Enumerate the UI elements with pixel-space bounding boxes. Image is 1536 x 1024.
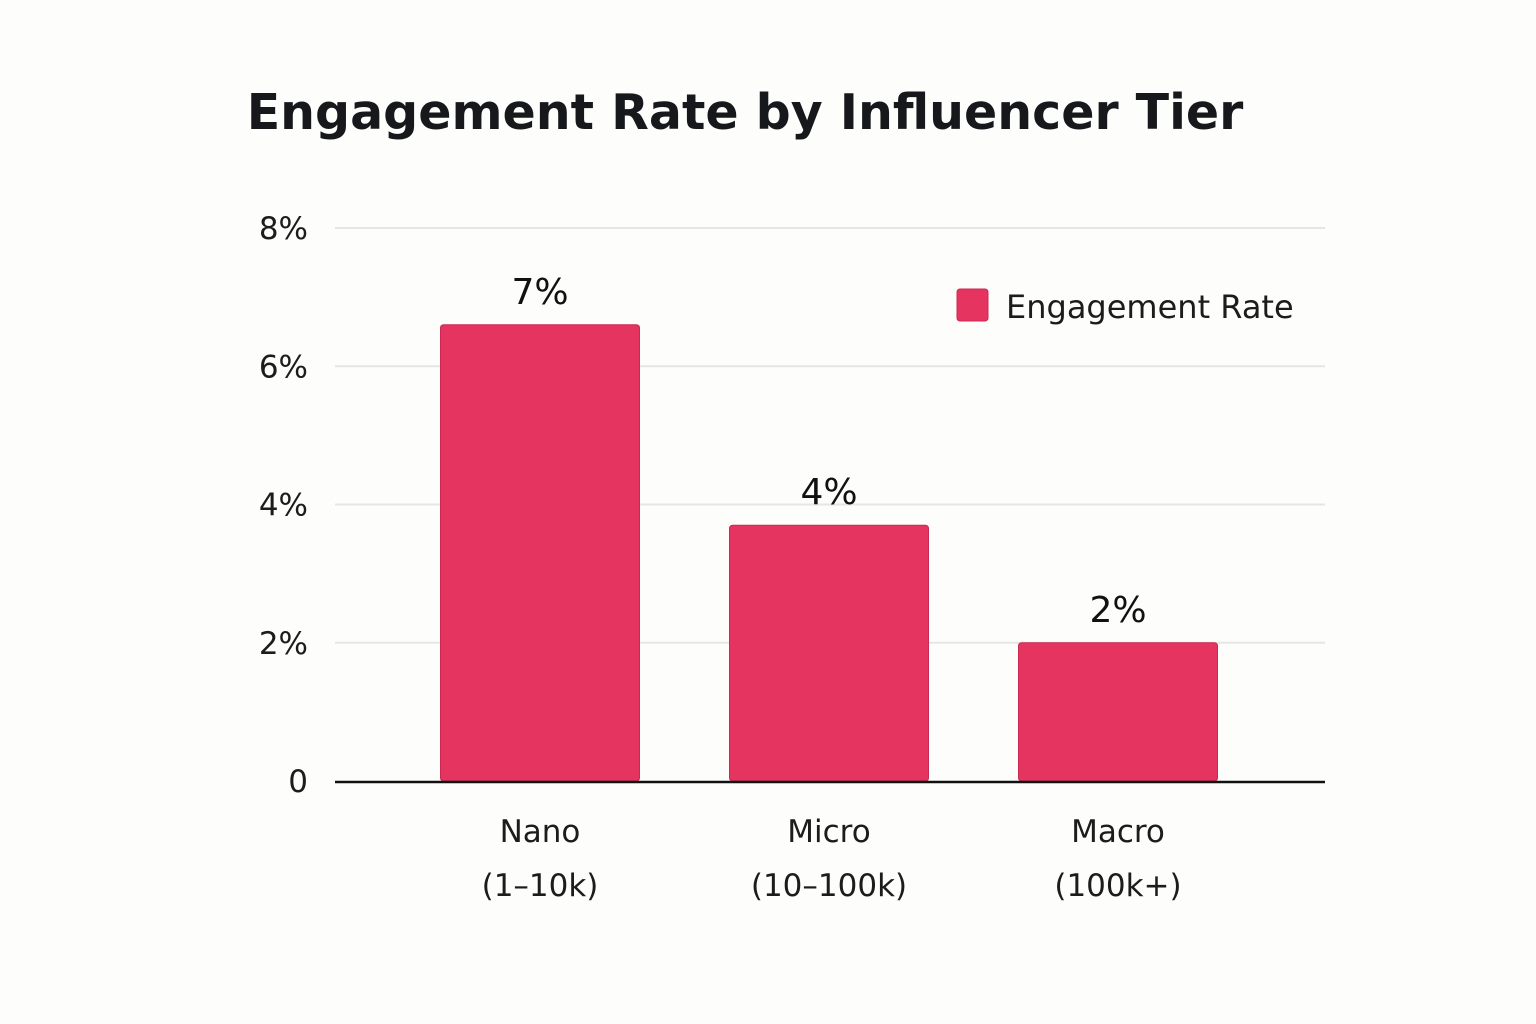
x-tick-label: Macro	[1071, 814, 1165, 850]
y-tick-label: 6%	[259, 349, 308, 385]
bar	[729, 524, 929, 782]
data-labels: 7% 4% 2%	[511, 272, 1146, 631]
y-tick-label: 2%	[259, 626, 308, 662]
y-tick-label: 0	[288, 764, 308, 800]
legend-swatch	[956, 288, 989, 322]
x-axis-ticks: Nano (1–10k) Micro (10–100k) Macro (100k+)	[482, 814, 1182, 904]
x-tick-label: (1–10k)	[482, 868, 599, 904]
chart-title: Engagement Rate by Influencer Tier	[246, 84, 1244, 141]
y-tick-label: 8%	[259, 211, 308, 247]
x-tick-label: Nano	[500, 814, 581, 850]
legend: Engagement Rate	[956, 288, 1294, 326]
legend-label: Engagement Rate	[1006, 288, 1294, 326]
bar	[1018, 642, 1218, 782]
data-label: 4%	[800, 472, 857, 513]
bars	[440, 324, 1218, 782]
data-label: 7%	[511, 272, 568, 313]
y-tick-label: 4%	[259, 488, 308, 524]
data-label: 2%	[1089, 590, 1146, 631]
x-tick-label: (100k+)	[1054, 868, 1181, 904]
bar	[440, 324, 640, 782]
y-axis-ticks: 0 2% 4% 6% 8%	[259, 211, 308, 800]
x-tick-label: (10–100k)	[751, 868, 907, 904]
x-tick-label: Micro	[787, 814, 870, 850]
